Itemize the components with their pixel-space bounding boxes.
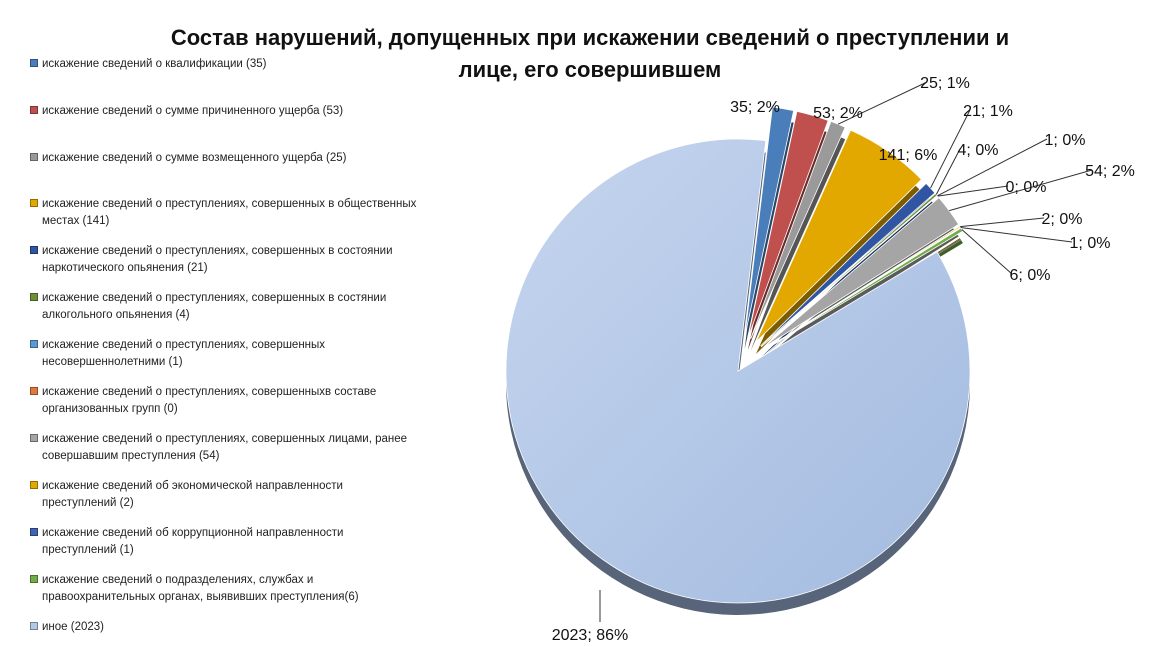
legend-swatch bbox=[30, 387, 38, 395]
leader-line bbox=[949, 169, 1093, 212]
legend-swatch bbox=[30, 59, 38, 67]
legend-item: искажение сведений о преступлениях, сове… bbox=[30, 431, 420, 465]
legend-label: искажение сведений об коррупционной напр… bbox=[42, 527, 344, 556]
legend-label: искажение сведений о преступлениях, сове… bbox=[42, 198, 417, 227]
pie-slice-depth bbox=[750, 133, 846, 352]
data-label: 0; 0% bbox=[1006, 179, 1047, 196]
leader-line bbox=[960, 227, 1073, 243]
leader-line bbox=[930, 109, 971, 189]
legend-swatch bbox=[30, 434, 38, 442]
pie-slice-depth bbox=[744, 119, 794, 350]
leader-line bbox=[960, 217, 1045, 228]
leader-line bbox=[937, 138, 1048, 197]
data-label: 1; 0% bbox=[1045, 132, 1086, 149]
legend-swatch bbox=[30, 293, 38, 301]
legend-label: искажение сведений об экономической напр… bbox=[42, 480, 343, 509]
data-label: 6; 0% bbox=[1010, 267, 1051, 284]
legend-label: искажение сведений о сумме возмещенного … bbox=[42, 152, 347, 164]
legend-swatch bbox=[30, 106, 38, 114]
legend-swatch bbox=[30, 246, 38, 254]
legend-item: искажение сведений о преступлениях, сове… bbox=[30, 337, 420, 371]
pie-slice bbox=[744, 106, 795, 338]
data-label: 141; 6% bbox=[879, 147, 938, 164]
pie-slice bbox=[505, 138, 971, 604]
data-label: 4; 0% bbox=[958, 142, 999, 159]
data-label: 21; 1% bbox=[963, 103, 1013, 120]
data-label: 53; 2% bbox=[813, 105, 863, 122]
legend-swatch bbox=[30, 340, 38, 348]
legend-item: искажение сведений о преступлениях, сове… bbox=[30, 384, 420, 418]
legend-item: искажение сведений о преступлениях, сове… bbox=[30, 243, 420, 277]
legend-label: искажение сведений о преступлениях, сове… bbox=[42, 339, 326, 368]
legend-swatch bbox=[30, 528, 38, 536]
legend-label: искажение сведений о преступлениях, сове… bbox=[42, 386, 377, 415]
legend-label: искажение сведений о преступлениях, сове… bbox=[42, 245, 393, 274]
legend-item: искажение сведений об экономической напр… bbox=[30, 478, 420, 512]
legend-item: иное (2023) bbox=[30, 619, 420, 636]
legend-label: иное (2023) bbox=[42, 621, 105, 633]
data-label: 25; 1% bbox=[920, 75, 970, 92]
leader-line bbox=[937, 185, 1009, 197]
legend-label: искажение сведений о сумме причиненного … bbox=[42, 105, 344, 117]
legend-label: искажение сведений о преступлениях, сове… bbox=[42, 292, 387, 321]
legend-swatch bbox=[30, 153, 38, 161]
legend-item: искажение сведений о сумме возмещенного … bbox=[30, 150, 420, 167]
leader-line bbox=[935, 148, 961, 195]
leader-line bbox=[961, 229, 1013, 275]
leader-line bbox=[887, 151, 891, 155]
data-label: 2023; 86% bbox=[552, 627, 629, 644]
legend-swatch bbox=[30, 199, 38, 207]
pie-slice bbox=[762, 197, 960, 349]
data-label: 1; 0% bbox=[1070, 235, 1111, 252]
data-label: 2; 0% bbox=[1042, 211, 1083, 228]
legend-label: искажение сведений о квалификации (35) bbox=[42, 58, 267, 70]
leader-line bbox=[837, 81, 928, 125]
chart-title: Состав нарушений, допущенных при искажен… bbox=[170, 25, 1010, 82]
data-label: 54; 2% bbox=[1085, 163, 1135, 180]
legend-swatch bbox=[30, 622, 38, 630]
legend-item: искажение сведений о сумме причиненного … bbox=[30, 103, 420, 120]
legend-swatch bbox=[30, 481, 38, 489]
legend-item: искажение сведений об коррупционной напр… bbox=[30, 525, 420, 559]
legend-item: искажение сведений о подразделениях, слу… bbox=[30, 572, 420, 606]
legend-item: искажение сведений о квалификации (35) bbox=[30, 56, 420, 73]
legend-label: искажение сведений о подразделениях, слу… bbox=[42, 574, 359, 603]
pie-slice bbox=[747, 110, 829, 339]
data-label: 35; 2% bbox=[730, 99, 780, 116]
legend-item: искажение сведений о преступлениях, сове… bbox=[30, 290, 420, 324]
legend-label: искажение сведений о преступлениях, сове… bbox=[42, 433, 408, 462]
legend-item: искажение сведений о преступлениях, сове… bbox=[30, 196, 420, 230]
legend-swatch bbox=[30, 575, 38, 583]
pie-slice bbox=[760, 182, 936, 347]
